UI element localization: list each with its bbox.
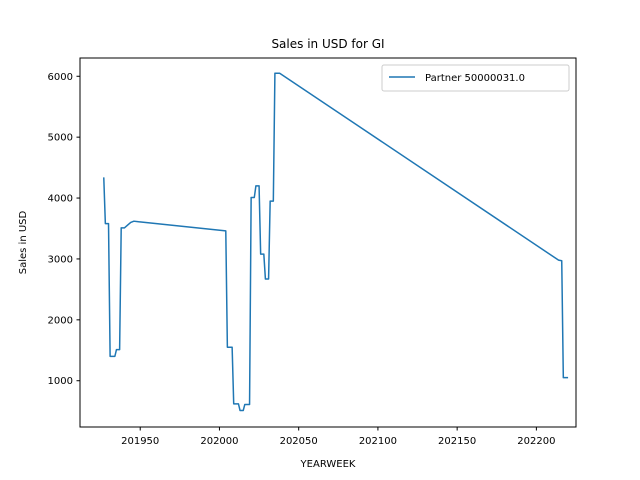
plot-area: [80, 58, 576, 427]
series-layer: [103, 72, 569, 412]
legend-label: Partner 50000031.0: [425, 73, 525, 84]
x-tick-label: 202050: [280, 436, 318, 447]
series-line: [103, 72, 569, 412]
y-tick-label: 6000: [48, 72, 73, 83]
x-tick-label: 201950: [121, 436, 159, 447]
y-axis-label: Sales in USD: [18, 210, 29, 274]
y-tick-label: 1000: [48, 376, 73, 387]
y-axis-ticks: 1000 2000 3000 4000 5000 6000: [48, 72, 80, 387]
y-tick-label: 2000: [48, 315, 73, 326]
legend-box: [381, 64, 570, 92]
x-axis-ticks: 201950 202000 202050 202100 202150 202200: [121, 427, 555, 447]
legend: Partner 50000031.0: [381, 64, 570, 92]
x-tick-label: 202000: [200, 436, 238, 447]
x-tick-label: 202150: [438, 436, 476, 447]
x-tick-label: 202200: [517, 436, 555, 447]
y-tick-label: 5000: [48, 133, 73, 144]
chart-title: Sales in USD for GI: [271, 37, 384, 51]
x-axis-label: YEARWEEK: [300, 459, 356, 470]
y-tick-label: 3000: [48, 254, 73, 265]
x-tick-label: 202100: [359, 436, 397, 447]
plot-frame: [79, 57, 577, 428]
y-tick-label: 4000: [48, 194, 73, 205]
